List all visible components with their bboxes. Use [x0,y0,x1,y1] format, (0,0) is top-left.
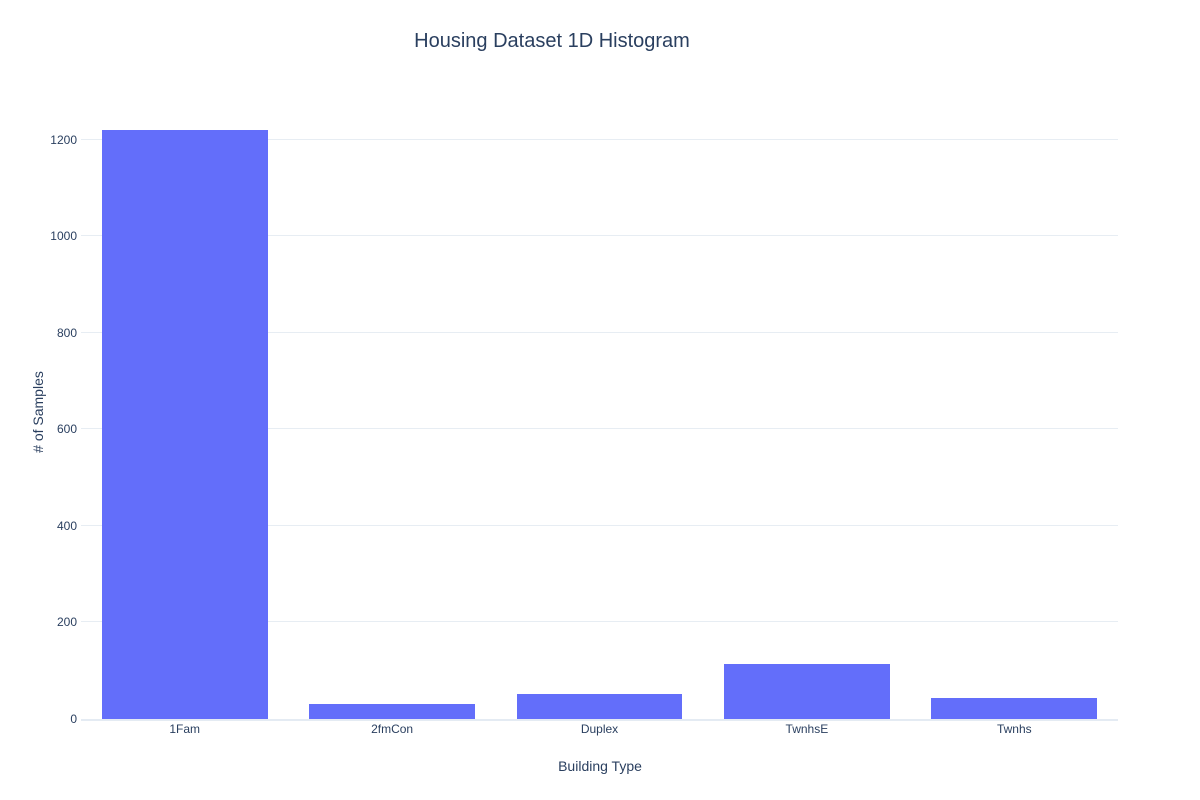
x-tick-label-2fmcon: 2fmCon [371,722,414,736]
y-tick-label-600: 600 [56,422,77,437]
bar-1fam[interactable] [101,130,268,719]
y-tick-label-200: 200 [56,615,77,630]
grid-line-600 [81,428,1118,430]
y-tick-label-800: 800 [56,325,77,340]
chart-title: Housing Dataset 1D Histogram [414,30,690,52]
y-axis-title: # of Samples [30,371,46,453]
x-axis-title: Building Type [558,758,642,774]
bar-duplex[interactable] [516,693,683,719]
y-tick-label-1000: 1000 [50,229,77,244]
x-tick-label-1fam: 1Fam [169,722,201,736]
x-tick-label-twnhs: Twnhs [996,722,1032,736]
x-tick-label-twnhse: TwnhsE [785,722,829,736]
x-tick-label-duplex: Duplex [580,722,619,736]
y-tick-label-0: 0 [70,712,77,726]
grid-line-200 [81,621,1118,623]
x-axis-zero-line [81,719,1118,721]
grid-line-800 [81,331,1118,333]
y-tick-label-1200: 1200 [50,132,77,147]
plot-area[interactable] [81,106,1118,721]
bar-twnhs[interactable] [931,698,1098,719]
bar-twnhse[interactable] [723,663,890,719]
grid-line-1200 [81,138,1118,140]
bar-2fmcon[interactable] [309,704,476,719]
grid-line-400 [81,524,1118,526]
y-tick-label-400: 400 [56,518,77,533]
grid-line-1000 [81,235,1118,237]
